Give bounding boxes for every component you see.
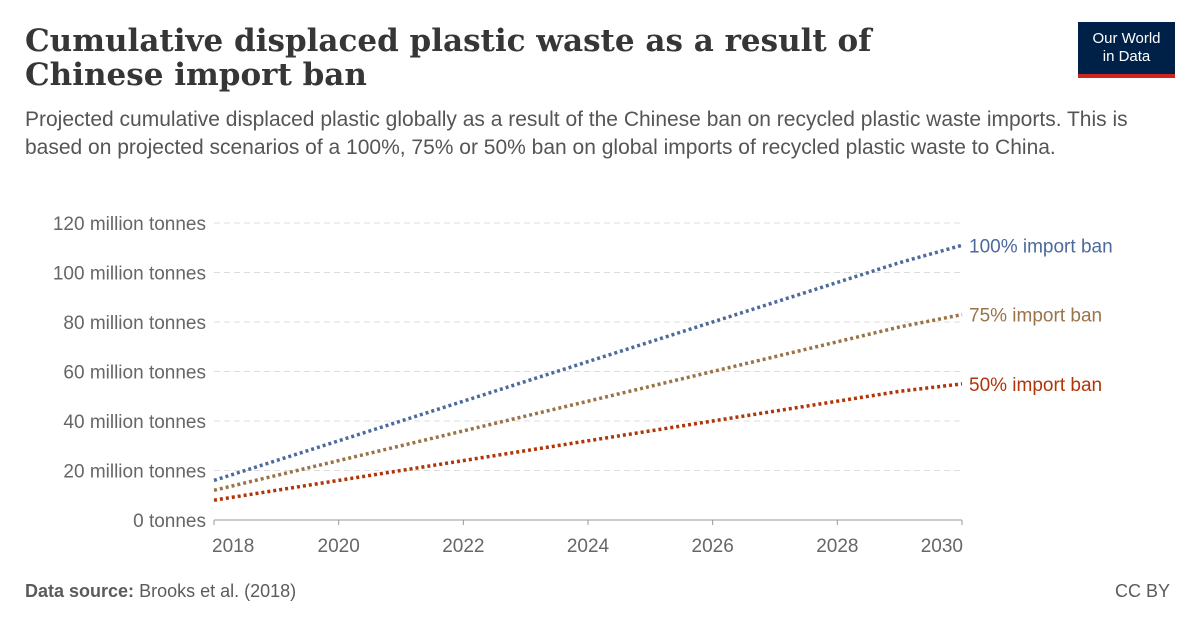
y-axis: 0 tonnes 20 million tonnes 40 million tonn… (53, 214, 206, 532)
logo-line-2: in Data (1102, 48, 1151, 65)
x-tick-label: 2022 (442, 536, 484, 557)
x-tick-label: 2028 (816, 536, 858, 557)
gridlines (214, 222, 962, 471)
series-line[interactable] (213, 382, 963, 502)
x-tick-label: 2020 (318, 536, 360, 557)
y-tick-label: 80 million tonnes (63, 313, 206, 334)
data-source: Data source: Brooks et al. (2018) (25, 581, 296, 602)
series-line[interactable] (213, 312, 963, 493)
chart-title: Cumulative displaced plastic waste as a … (25, 23, 872, 93)
y-tick-label: 20 million tonnes (63, 462, 206, 483)
chart-subtitle: Projected cumulative displaced plastic g… (25, 108, 1128, 159)
y-tick-label: 120 million tonnes (53, 214, 206, 235)
y-tick-label: 40 million tonnes (63, 412, 206, 433)
y-tick-label: 0 tonnes (133, 511, 206, 532)
series-label[interactable]: 100% import ban (969, 236, 1113, 257)
x-tick-label: 2030 (921, 536, 963, 557)
series-labels: 100% import ban 75% import ban 50% import … (969, 236, 1113, 396)
data-source-label: Data source: (25, 581, 135, 601)
x-axis: 2018 2020 2022 2024 2026 2028 2030 (212, 519, 963, 557)
series-line[interactable] (213, 243, 963, 483)
data-source-link[interactable]: Brooks et al. (2018) (139, 581, 297, 601)
logo-line-1: Our World (1092, 30, 1161, 47)
owid-logo[interactable]: Our World in Data (1078, 22, 1175, 78)
license-link[interactable]: CC BY (1114, 581, 1170, 601)
series-label[interactable]: 50% import ban (969, 375, 1102, 396)
x-tick-label: 2018 (212, 536, 254, 557)
x-tick-label: 2024 (567, 536, 610, 557)
series-label[interactable]: 75% import ban (969, 306, 1102, 327)
y-tick-label: 60 million tonnes (63, 363, 206, 384)
x-tick-label: 2026 (692, 536, 734, 557)
series-lines (213, 243, 963, 502)
y-tick-label: 100 million tonnes (53, 264, 206, 285)
